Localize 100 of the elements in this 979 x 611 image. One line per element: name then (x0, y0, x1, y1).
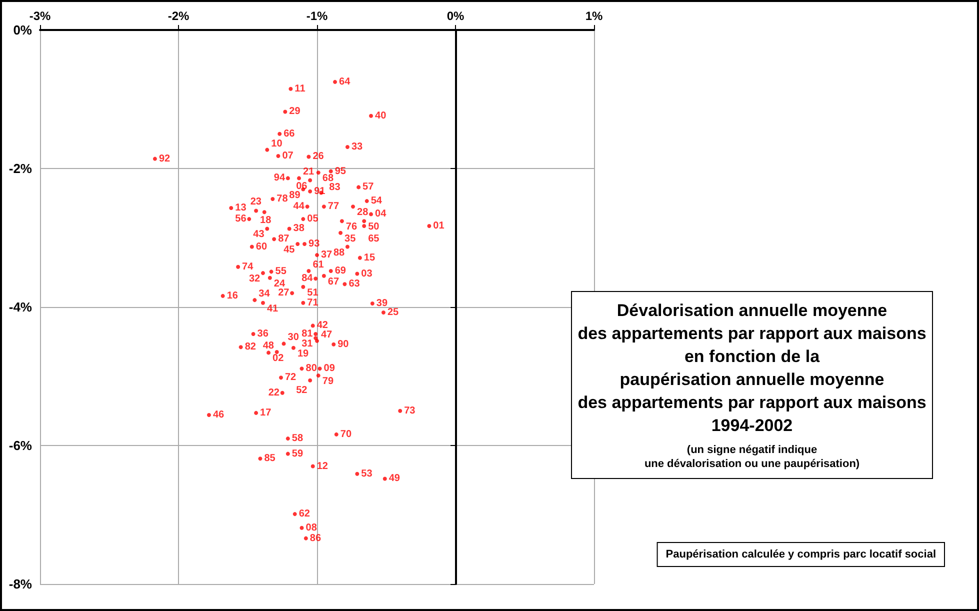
series-label: 33 (351, 142, 364, 153)
point (340, 219, 344, 224)
point (301, 284, 306, 289)
series-label: 16 (226, 290, 238, 302)
point (278, 132, 282, 136)
point (427, 224, 432, 228)
x-tick-label: -1% (306, 9, 328, 23)
point (308, 178, 312, 182)
series-label: 03 (361, 268, 373, 280)
point (315, 338, 319, 343)
y-tick-label: -8% (8, 576, 32, 592)
y-tick-label: -2% (8, 161, 32, 176)
series-label: 78 (276, 193, 288, 204)
series-label: 07 (282, 150, 294, 162)
series-label: 86 (310, 532, 322, 544)
point (328, 268, 333, 273)
series-label: 27 (278, 288, 290, 299)
series-label: 57 (362, 182, 374, 193)
point (345, 244, 350, 249)
series-label: 85 (264, 453, 276, 464)
point (362, 224, 366, 228)
point (302, 242, 307, 246)
series-label: 22 (268, 387, 280, 398)
series-label: 01 (433, 220, 445, 232)
series-label: 05 (307, 214, 319, 225)
point (287, 226, 292, 231)
point (262, 210, 266, 214)
series-label: 56 (235, 214, 247, 225)
series-label: 81 (302, 328, 314, 340)
series-label: 64 (339, 76, 351, 88)
point (296, 242, 300, 246)
series-label: 37 (321, 250, 333, 261)
point (283, 110, 288, 114)
point (358, 256, 362, 260)
series-label: 25 (387, 307, 400, 318)
point (308, 189, 312, 194)
series-label: 35 (344, 233, 356, 244)
point (304, 536, 308, 540)
point (206, 413, 211, 418)
point (345, 145, 350, 150)
point (297, 176, 301, 180)
series-label: 95 (334, 166, 346, 177)
series-label: 80 (306, 363, 318, 374)
series-label: 84 (302, 273, 314, 284)
point (220, 294, 225, 298)
point (272, 237, 276, 242)
series-label: 88 (333, 247, 346, 258)
series-label: 54 (370, 196, 382, 207)
point (369, 114, 374, 118)
point (308, 378, 312, 382)
point (306, 268, 311, 273)
series-label: 87 (278, 234, 290, 245)
series-label: 51 (307, 287, 319, 298)
point (333, 80, 338, 84)
series-label: 53 (361, 468, 373, 480)
point (238, 345, 243, 350)
series-label: 62 (298, 508, 310, 520)
x-tick-label: -3% (29, 9, 51, 23)
point (229, 206, 234, 210)
series-label: 18 (260, 215, 272, 226)
series-label: 90 (338, 338, 350, 350)
series-label: 28 (357, 207, 369, 218)
series-label: 42 (316, 320, 328, 332)
point (305, 204, 310, 209)
point (342, 282, 347, 286)
series-label: 24 (274, 278, 286, 290)
series-label: 45 (284, 244, 296, 256)
point (322, 274, 326, 278)
point (268, 276, 272, 280)
point (251, 332, 256, 336)
point (301, 217, 306, 222)
series-label: 71 (307, 297, 319, 308)
point (332, 342, 336, 346)
y-tick-label: -6% (8, 438, 32, 453)
series-label: 17 (260, 407, 272, 418)
series-label: 23 (250, 196, 262, 208)
point (338, 230, 343, 235)
point (322, 204, 326, 209)
series-label: 15 (364, 252, 376, 264)
x-tick-label: -2% (168, 9, 190, 23)
point (364, 199, 369, 204)
series-label: 52 (296, 384, 308, 396)
point (318, 366, 322, 371)
series-label: 65 (368, 233, 380, 244)
series-label: 73 (404, 405, 416, 416)
series-label: 59 (292, 448, 304, 460)
point (300, 526, 304, 530)
series-label: 79 (322, 376, 334, 388)
point (291, 346, 296, 350)
point (306, 154, 311, 159)
series-label: 04 (375, 208, 387, 220)
point (278, 376, 283, 380)
point (301, 300, 306, 305)
point (316, 374, 320, 378)
point (265, 148, 270, 152)
point (152, 156, 157, 161)
series-label: 94 (274, 172, 286, 184)
series-label: 72 (284, 372, 297, 384)
point (290, 291, 294, 296)
series-label: 82 (244, 342, 256, 353)
